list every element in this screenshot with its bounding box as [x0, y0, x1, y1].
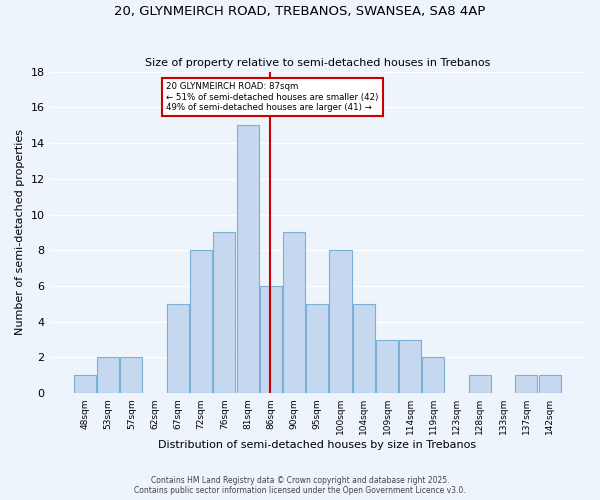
Bar	[306, 304, 328, 393]
Bar	[74, 376, 96, 393]
Bar	[515, 376, 538, 393]
X-axis label: Distribution of semi-detached houses by size in Trebanos: Distribution of semi-detached houses by …	[158, 440, 476, 450]
Bar	[329, 250, 352, 393]
Bar	[167, 304, 189, 393]
Bar	[422, 358, 445, 393]
Bar	[283, 232, 305, 393]
Text: 20 GLYNMEIRCH ROAD: 87sqm
← 51% of semi-detached houses are smaller (42)
49% of : 20 GLYNMEIRCH ROAD: 87sqm ← 51% of semi-…	[166, 82, 379, 112]
Y-axis label: Number of semi-detached properties: Number of semi-detached properties	[15, 130, 25, 336]
Bar	[469, 376, 491, 393]
Bar	[121, 358, 142, 393]
Title: Size of property relative to semi-detached houses in Trebanos: Size of property relative to semi-detach…	[145, 58, 490, 68]
Bar	[97, 358, 119, 393]
Bar	[190, 250, 212, 393]
Bar	[260, 286, 282, 393]
Bar	[376, 340, 398, 393]
Text: Contains HM Land Registry data © Crown copyright and database right 2025.
Contai: Contains HM Land Registry data © Crown c…	[134, 476, 466, 495]
Bar	[236, 125, 259, 393]
Text: 20, GLYNMEIRCH ROAD, TREBANOS, SWANSEA, SA8 4AP: 20, GLYNMEIRCH ROAD, TREBANOS, SWANSEA, …	[115, 5, 485, 18]
Bar	[399, 340, 421, 393]
Bar	[213, 232, 235, 393]
Bar	[353, 304, 375, 393]
Bar	[539, 376, 560, 393]
